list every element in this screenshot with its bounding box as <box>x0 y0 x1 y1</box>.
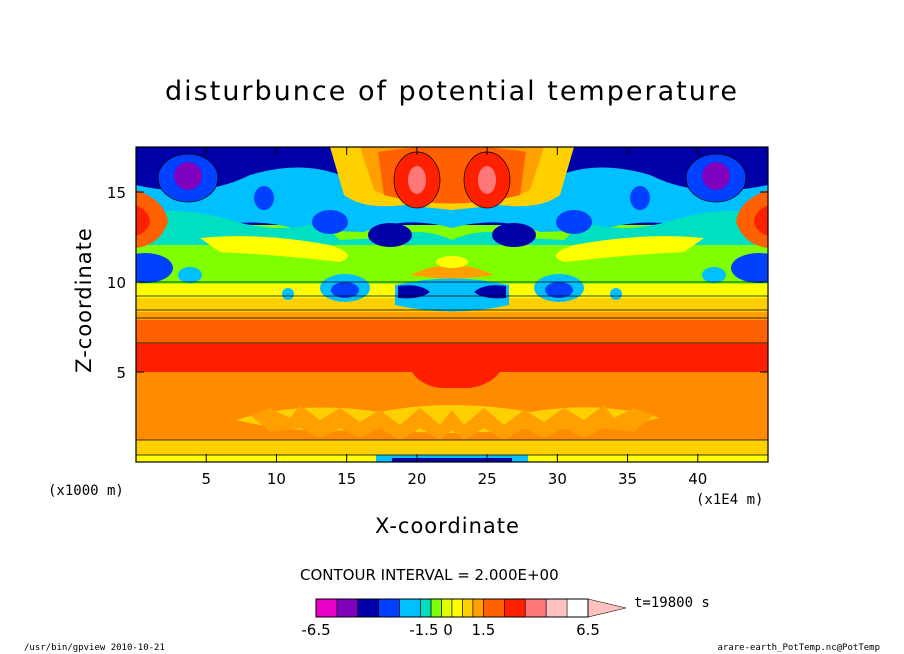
colorbar-swatch <box>420 598 432 618</box>
cyan-dot-right <box>610 288 622 300</box>
colorbar-tick-label: -1.5 0 <box>409 621 453 639</box>
x-ticks: 5 10 15 20 25 30 35 40 <box>201 147 707 488</box>
edge-orange-left <box>136 190 168 248</box>
colorbar-swatch <box>524 598 547 618</box>
blue-spot-left <box>254 186 274 210</box>
cyan-spot-left <box>178 267 202 283</box>
colorbar-swatch <box>462 598 474 618</box>
blue-lobe-left <box>136 253 173 283</box>
bottom-blue <box>392 458 512 462</box>
x-tick-label: 25 <box>478 470 497 488</box>
colorbar-tick-label: 1.5 <box>471 621 495 639</box>
x-axis-units: (x1E4 m) <box>696 492 764 508</box>
colorbar-swatch <box>399 598 421 618</box>
colorbar-swatch <box>315 598 338 618</box>
blue-lobe-right <box>731 253 768 283</box>
x-tick-label: 10 <box>267 470 286 488</box>
cyan-spot-right <box>702 267 726 283</box>
colorbar-swatch <box>378 598 400 618</box>
x-tick-label: 35 <box>618 470 637 488</box>
band-orange <box>136 310 768 320</box>
x-tick-label: 5 <box>201 470 211 488</box>
contour-lines <box>136 151 768 456</box>
band-teal <box>136 211 768 245</box>
colorbar-swatch <box>504 598 526 618</box>
center-yellow-cap <box>436 256 468 268</box>
blue-blob-mid-left <box>312 210 348 234</box>
center-dark-left <box>398 285 430 299</box>
colorbar-frame <box>315 598 589 618</box>
x-tick-label: 20 <box>407 470 426 488</box>
time-label: t=19800 s <box>634 595 710 611</box>
purple-cell-right <box>702 162 730 190</box>
blue-oval-right <box>545 282 573 298</box>
footer-right: arare-earth_PotTemp.nc@PotTemp <box>717 643 880 653</box>
y-axis-label: Z-coordinate <box>72 227 96 373</box>
dark-blue-blob-left <box>368 223 412 247</box>
center-dark-right <box>474 285 506 299</box>
colorbar-swatch <box>545 598 568 618</box>
purple-cell-left <box>174 162 202 190</box>
colorbar-swatch <box>451 598 463 618</box>
yellow-streak-right <box>556 236 704 262</box>
y-tick-label: 10 <box>107 274 126 292</box>
lower-wiggle-band <box>250 405 654 440</box>
colorbar-swatch <box>336 598 359 618</box>
contour-field <box>136 147 768 462</box>
pink-cell-left <box>408 166 426 194</box>
pink-cell-right <box>478 166 496 194</box>
y-tick-label: 5 <box>116 364 126 382</box>
cyan-dot-left <box>282 288 294 300</box>
center-orange-cap <box>410 265 494 279</box>
footer-left: /usr/bin/gpview 2010-10-21 <box>24 643 165 653</box>
band-orange-dark <box>136 318 768 344</box>
blue-oval-left <box>331 282 359 298</box>
x-tick-label: 30 <box>548 470 567 488</box>
plot-frame <box>135 146 769 463</box>
center-red-spike <box>449 362 455 374</box>
y-ticks: 5 10 15 <box>107 184 768 382</box>
colorbar-swatch <box>357 598 380 618</box>
x-tick-label: 15 <box>337 470 356 488</box>
x-tick-label: 40 <box>688 470 707 488</box>
edge-orange-right <box>736 190 768 248</box>
edge-red-left <box>136 205 150 236</box>
colorbar-tick-label: 6.5 <box>576 621 600 639</box>
colorbar-swatch <box>430 598 442 618</box>
chart-title: disturbunce of potential temperature <box>165 76 739 107</box>
blue-spot-right <box>630 186 650 210</box>
colorbar-swatch <box>441 598 453 618</box>
colorbar-swatch <box>483 598 505 618</box>
dark-blue-blob-right <box>492 223 536 247</box>
x-axis-label: X-coordinate <box>375 514 520 538</box>
colorbar-extension <box>587 598 627 618</box>
y-axis-units: (x1000 m) <box>48 483 124 499</box>
colorbar: -6.5 -1.5 0 1.5 6.5 <box>301 598 627 639</box>
center-cyan <box>395 278 509 312</box>
colorbar-tick-label: -6.5 <box>301 621 330 639</box>
edge-red-right <box>754 205 768 236</box>
blue-blob-mid-right <box>556 210 592 234</box>
colorbar-swatch <box>472 598 484 618</box>
y-tick-label: 15 <box>107 184 126 202</box>
contour-interval-label: CONTOUR INTERVAL = 2.000E+00 <box>300 566 559 584</box>
yellow-streak-left <box>200 236 348 262</box>
